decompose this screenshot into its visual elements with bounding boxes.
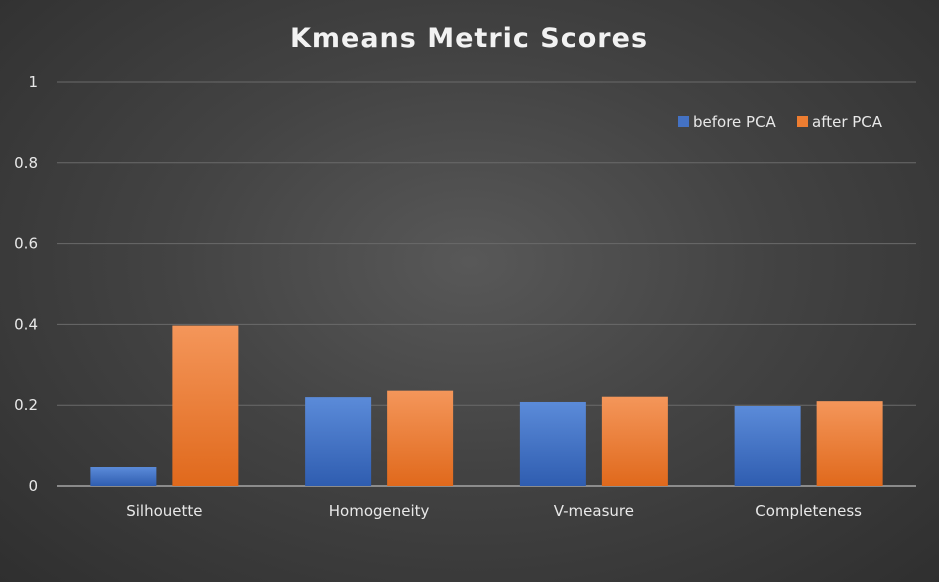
x-category-label: Silhouette [126,502,202,520]
y-tick-label: 0.2 [14,396,38,414]
legend-swatch [797,116,808,127]
y-tick-label: 1 [28,73,38,91]
bars [90,325,883,486]
x-category-label: Homogeneity [329,502,430,520]
y-axis-ticks: 0 0.2 0.4 0.6 0.8 1 [14,73,38,495]
chart-title: Kmeans Metric Scores [290,23,648,54]
x-category-label: Completeness [755,502,862,520]
legend-label: before PCA [693,113,777,131]
legend: before PCA after PCA [678,113,883,131]
legend-label: after PCA [812,113,883,131]
bar-after-pca-silhouette [172,325,239,486]
y-tick-label: 0.8 [14,154,38,172]
legend-swatch [678,116,689,127]
bar-before-pca-homogeneity [305,397,372,486]
x-category-label: V-measure [554,502,634,520]
bar-after-pca-v-measure [601,396,668,486]
bar-before-pca-completeness [734,406,801,486]
bar-after-pca-completeness [816,401,883,486]
bar-after-pca-homogeneity [387,390,454,486]
bar-before-pca-silhouette [90,467,157,486]
x-axis-labels: Silhouette Homogeneity V-measure Completene… [126,502,862,520]
y-tick-label: 0.4 [14,315,38,333]
y-tick-label: 0.6 [14,235,38,253]
y-tick-label: 0 [28,477,38,495]
bar-before-pca-v-measure [519,401,586,486]
